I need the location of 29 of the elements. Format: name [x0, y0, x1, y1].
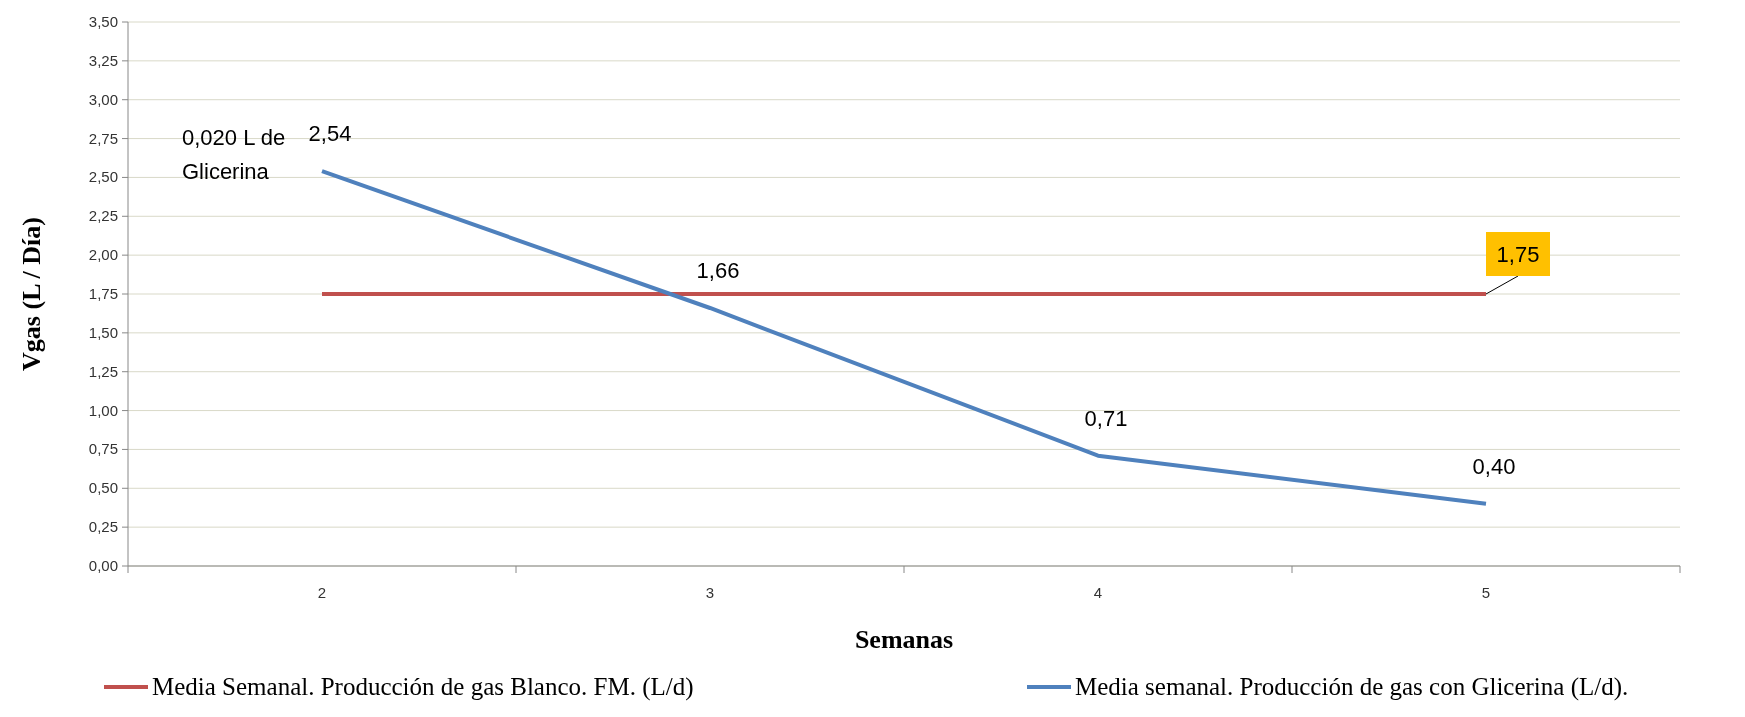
y-tick-label: 1,00	[88, 401, 118, 419]
y-tick-label: 2,25	[88, 207, 118, 225]
data-label: 1,75	[1496, 242, 1540, 267]
y-tick-label: 2,75	[88, 129, 118, 147]
y-tick-label: 1,25	[88, 362, 118, 380]
x-tick-label: 5	[1481, 584, 1491, 601]
data-label: 2,54	[308, 121, 352, 147]
legend-label: Media semanal. Producción de gas con Glicerina (L/d).	[1075, 673, 1629, 701]
y-tick-label: 1,75	[88, 285, 118, 302]
data-label: 0,40	[1472, 453, 1516, 479]
y-tick-label: 0,25	[88, 518, 118, 536]
y-tick-label: 2,50	[88, 168, 118, 186]
y-tick-label: 0,00	[88, 557, 118, 574]
y-tick-label: 1,50	[88, 323, 118, 341]
data-label: 0,71	[1084, 405, 1128, 431]
data-label: 1,66	[696, 257, 740, 283]
y-tick-label: 3,25	[88, 51, 118, 69]
y-tick-label: 3,00	[88, 90, 118, 108]
x-tick-label: 3	[705, 584, 715, 601]
y-tick-label: 0,75	[88, 440, 118, 458]
y-tick-label: 2,00	[88, 246, 118, 264]
x-tick-label: 4	[1093, 584, 1103, 601]
y-tick-label: 0,50	[88, 479, 118, 497]
x-tick-label: 2	[317, 584, 327, 601]
legend-label: Media Semanal. Producción de gas Blanco. FM. (L/d)	[152, 673, 694, 701]
y-axis-title: Vgas (L / Día)	[17, 217, 46, 371]
y-tick-label: 3,50	[88, 13, 118, 30]
x-axis-title: Semanas	[854, 625, 954, 654]
annotation: 0,020 L de Glicerina	[182, 125, 286, 184]
